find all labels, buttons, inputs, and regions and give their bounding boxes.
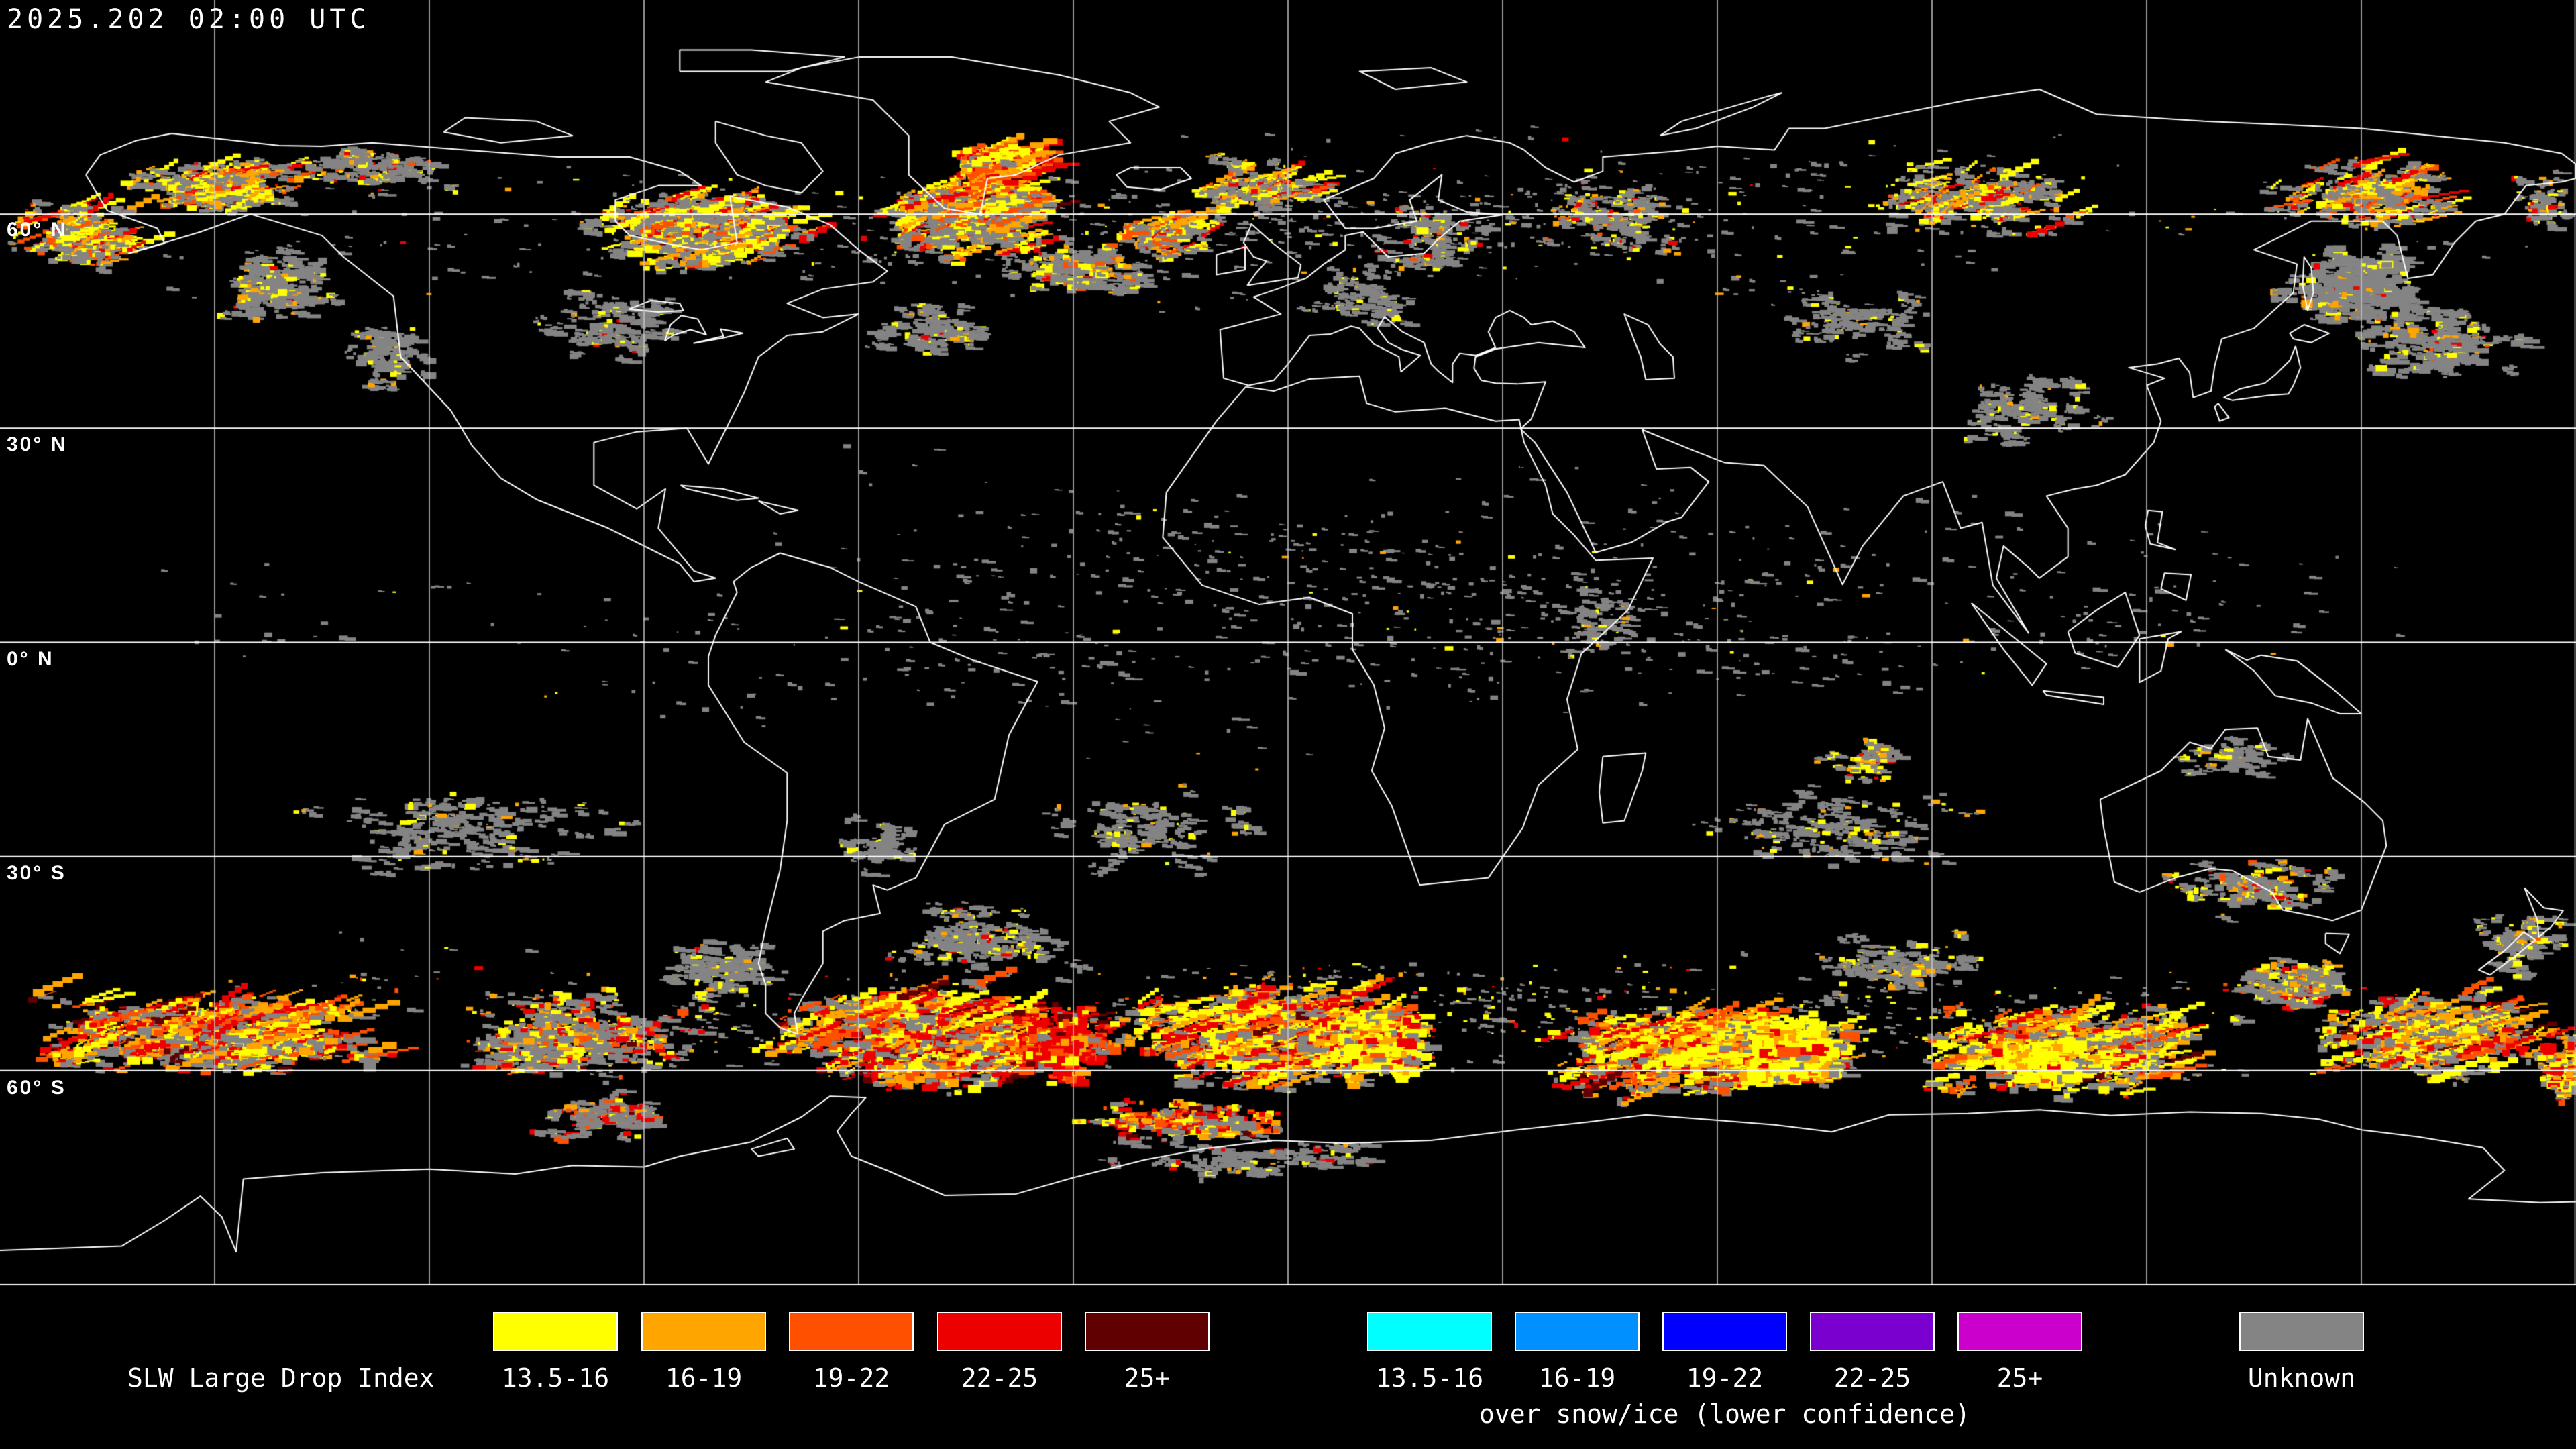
lat-label-30s: 30° S: [7, 862, 66, 884]
timestamp: 2025.202 02:00 UTC: [7, 4, 370, 35]
legend-swatch-22-25: [937, 1312, 1062, 1351]
legend-swatch-unknown: [2239, 1312, 2364, 1351]
legend-snowice-caption: over snow/ice (lower confidence): [1479, 1399, 1971, 1429]
legend-title: SLW Large Drop Index: [127, 1363, 435, 1393]
legend-label-snowice-25plus: 25+: [1996, 1363, 2043, 1393]
lat-label-60n: 60° N: [7, 219, 68, 241]
legend-swatch-16-19: [641, 1312, 766, 1351]
legend-label-snowice-22-25: 22-25: [1833, 1363, 1911, 1393]
lat-label-0n: 0° N: [7, 648, 54, 670]
legend-swatch-snowice-22-25: [1810, 1312, 1935, 1351]
legend-swatch-25plus: [1085, 1312, 1210, 1351]
legend-label-16-19: 16-19: [665, 1363, 743, 1393]
legend-swatch-snowice-25plus: [1957, 1312, 2082, 1351]
lat-label-30n: 30° N: [7, 433, 68, 455]
legend-label-snowice-19-22: 19-22: [1686, 1363, 1764, 1393]
legend-swatch-snowice-13.5-16: [1367, 1312, 1492, 1351]
lat-label-60s: 60° S: [7, 1077, 66, 1099]
legend-label-unknown: Unknown: [2247, 1363, 2356, 1393]
legend-label-25plus: 25+: [1124, 1363, 1171, 1393]
legend-label-snowice-13.5-16: 13.5-16: [1375, 1363, 1484, 1393]
legend-label-22-25: 22-25: [961, 1363, 1038, 1393]
legend-swatch-snowice-16-19: [1515, 1312, 1640, 1351]
legend-swatch-snowice-19-22: [1662, 1312, 1787, 1351]
legend-label-snowice-16-19: 16-19: [1538, 1363, 1616, 1393]
legend-label-19-22: 19-22: [812, 1363, 890, 1393]
legend-label-13.5-16: 13.5-16: [501, 1363, 610, 1393]
legend-swatch-19-22: [789, 1312, 914, 1351]
legend-swatch-13.5-16: [493, 1312, 618, 1351]
